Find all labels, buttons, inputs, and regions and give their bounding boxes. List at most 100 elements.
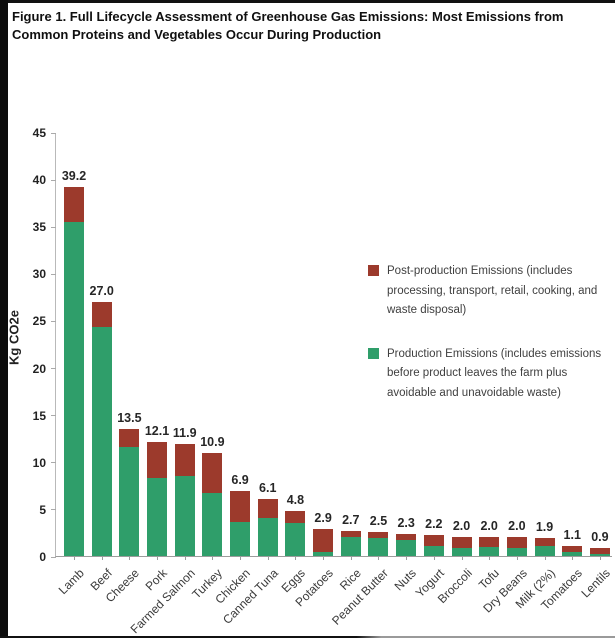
x-tick-mark <box>461 557 463 560</box>
bar-segment-post-production <box>562 545 583 553</box>
bar-group <box>589 547 610 556</box>
bar-segment-post-production <box>589 547 610 555</box>
x-tick-mark <box>489 557 491 560</box>
bar-value-label: 2.9 <box>314 510 332 525</box>
bar-segment-production <box>91 327 112 556</box>
left-border-strip <box>0 0 8 638</box>
bar-segment-production <box>313 552 334 556</box>
bar-value-label: 12.1 <box>144 423 170 438</box>
bar-group <box>91 301 112 556</box>
y-tick-label: 45 <box>32 126 46 140</box>
bar-segment-production <box>340 537 361 556</box>
bar-segment-post-production <box>423 535 444 546</box>
bar-segment-post-production <box>230 491 251 523</box>
x-tick-mark <box>212 557 214 560</box>
bar-group <box>534 538 555 556</box>
bar-segment-production <box>119 446 140 556</box>
bar-segment-production <box>174 475 195 556</box>
bar-value-label: 6.9 <box>231 472 249 487</box>
x-tick-mark <box>101 557 103 560</box>
bar-segment-production <box>230 522 251 556</box>
legend-entry-post-production: Post-production Emissions (includes proc… <box>368 262 615 321</box>
x-tick-mark <box>433 557 435 560</box>
x-tick-mark <box>323 557 325 560</box>
y-tick-mark <box>51 132 56 134</box>
bar-segment-post-production <box>202 453 223 493</box>
bar-segment-production <box>396 539 417 556</box>
bar-value-label: 0.9 <box>591 529 609 544</box>
bar-value-label: 11.9 <box>172 425 197 440</box>
bar-value-label: 2.5 <box>369 514 388 529</box>
y-tick-label: 0 <box>39 550 46 564</box>
bar-segment-post-production <box>506 537 527 548</box>
x-tick-mark <box>157 557 159 560</box>
bar-group <box>340 530 361 556</box>
x-tick-mark <box>350 557 352 560</box>
bar-segment-post-production <box>147 442 168 478</box>
y-tick-mark <box>51 509 56 511</box>
bar-value-label: 1.9 <box>535 520 554 535</box>
x-tick-mark <box>267 557 269 560</box>
bar-segment-post-production <box>257 498 278 519</box>
x-tick-mark <box>516 557 518 560</box>
legend-label: Production Emissions (includes emissions… <box>387 347 602 399</box>
bar-segment-post-production <box>368 532 389 539</box>
figure-title: Figure 1. Full Lifecycle Assessment of G… <box>12 9 564 42</box>
x-tick-mark <box>240 557 242 560</box>
bar-segment-post-production <box>396 534 417 540</box>
bottom-border-line <box>0 636 615 638</box>
bar-segment-post-production <box>451 537 472 548</box>
chart-plot-area: 0 5 10 15 20 25 30 35 40 45 39.2 Lamb 27.0 Beef 13.5 Ch… <box>33 126 613 636</box>
y-tick-label: 10 <box>32 455 46 470</box>
y-tick-label: 20 <box>32 361 46 376</box>
y-tick-label: 25 <box>32 314 46 329</box>
bar-segment-post-production <box>313 528 334 553</box>
y-tick-label: 35 <box>32 220 46 235</box>
bar-group <box>119 428 140 556</box>
bar-segment-production <box>423 545 444 556</box>
y-tick-mark <box>51 462 56 464</box>
bar-value-label: 27.0 <box>89 283 114 298</box>
legend-label: Post-production Emissions (includes proc… <box>387 265 598 317</box>
bar-group <box>313 528 334 556</box>
x-tick-mark <box>544 557 546 560</box>
bar-group <box>64 186 84 556</box>
bar-segment-production <box>257 518 278 556</box>
bar-segment-production <box>479 546 500 556</box>
post-production-swatch-icon <box>368 265 379 276</box>
y-tick-mark <box>51 273 56 275</box>
y-tick-mark <box>51 226 56 228</box>
bar-segment-post-production <box>64 186 84 223</box>
y-tick-mark <box>51 415 56 417</box>
bar-group <box>257 498 278 556</box>
bar-segment-post-production <box>534 538 555 546</box>
bar-value-label: 2.3 <box>397 516 415 531</box>
bar-segment-post-production <box>340 530 361 538</box>
bar-value-label: 2.2 <box>425 517 443 532</box>
bar-segment-production <box>562 552 583 556</box>
bar-group <box>451 537 472 556</box>
bar-group <box>368 532 389 556</box>
bar-value-label: 10.9 <box>200 435 225 450</box>
bar-segment-production <box>451 547 472 556</box>
y-tick-mark <box>51 320 56 322</box>
bar-group <box>506 537 527 556</box>
x-tick-mark <box>184 557 186 560</box>
bar-segment-production <box>534 545 555 556</box>
bar-group <box>230 491 251 556</box>
bar-segment-production <box>202 492 223 556</box>
y-tick-label: 5 <box>39 502 46 517</box>
y-tick-mark <box>51 368 56 370</box>
bar-value-label: 39.2 <box>61 168 87 183</box>
legend-entry-production: Production Emissions (includes emissions… <box>368 345 615 404</box>
bar-value-label: 6.1 <box>259 480 277 495</box>
bar-group <box>423 535 444 556</box>
bar-segment-production <box>147 477 168 556</box>
bar-group <box>479 537 500 556</box>
y-tick-label: 40 <box>32 173 46 188</box>
x-tick-mark <box>572 557 574 560</box>
bar-group <box>396 534 417 556</box>
bar-segment-production <box>506 547 527 556</box>
y-tick-mark <box>51 556 56 558</box>
